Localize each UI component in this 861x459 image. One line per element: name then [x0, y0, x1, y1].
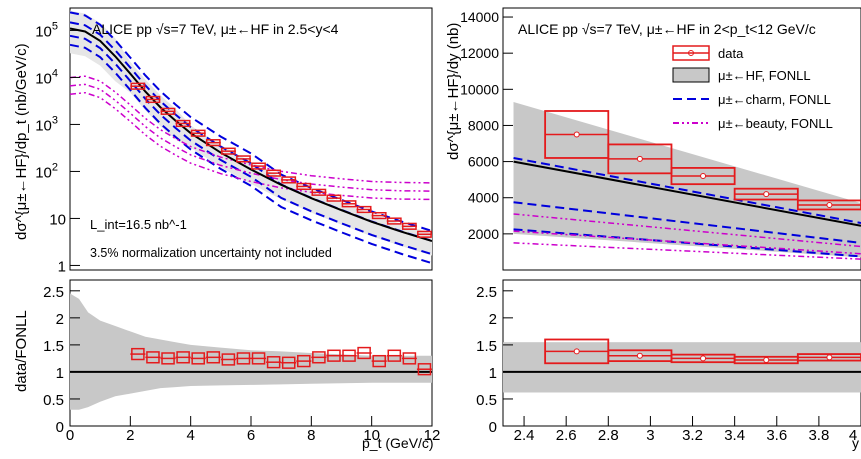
xtick-label: 3.4 — [724, 427, 745, 444]
normalization-note: 3.5% normalization uncertainty not inclu… — [90, 246, 332, 260]
xtick-label: 3.8 — [808, 427, 829, 444]
right-top-title: ALICE pp √s=7 TeV, μ±←HF in 2<p_t<12 GeV… — [518, 21, 816, 37]
legend-data-symbol — [673, 46, 709, 60]
xtick-label: 0 — [66, 427, 74, 444]
ytick-label: 4000 — [468, 190, 499, 206]
data-point — [574, 132, 579, 137]
ytick-label: 1 — [58, 258, 66, 275]
xtick-label: 8 — [307, 427, 315, 444]
left-top-panel: 1 10 102 103 104 105 ALICE pp √s=7 TeV, μ±←HF… — [13, 8, 432, 275]
ytick-label: 1 — [489, 365, 497, 382]
legend-beauty-label: μ±←beauty, FONLL — [718, 116, 833, 131]
ytick-label: 14000 — [460, 9, 499, 25]
xtick-label: 2 — [126, 427, 134, 444]
ytick-label: 0 — [56, 419, 64, 436]
ratio-data-point — [637, 353, 642, 358]
legend-data-label: data — [718, 46, 744, 61]
ytick-label: 1.5 — [476, 338, 497, 355]
data-point — [764, 192, 769, 197]
ytick-label: 102 — [35, 161, 58, 181]
left-xlabel: p_t (GeV/c) — [362, 435, 434, 451]
ytick-label: 6000 — [468, 154, 499, 170]
ytick-label: 10 — [49, 211, 66, 228]
ratio-band-area — [70, 294, 432, 410]
left-top-yticks: 1 10 102 103 104 105 — [35, 20, 80, 275]
ytick-label: 105 — [35, 20, 58, 40]
ytick-label: 1.5 — [43, 338, 64, 355]
ytick-label: 10000 — [460, 81, 499, 97]
right-bottom-band — [503, 342, 861, 392]
ratio-data-point — [764, 358, 769, 363]
ytick-label: 0 — [489, 419, 497, 436]
xtick-label: 4 — [186, 427, 194, 444]
xtick-label: 2.4 — [514, 427, 535, 444]
ytick-label: 2.5 — [476, 284, 497, 301]
ratio-band-area — [503, 342, 861, 392]
ytick-label: 2 — [489, 311, 497, 328]
xtick-label: 3.2 — [682, 427, 703, 444]
ytick-label: 12000 — [460, 45, 499, 61]
xtick-label: 2.6 — [556, 427, 577, 444]
left-top-data — [130, 83, 432, 237]
data-point — [701, 174, 706, 179]
left-top-ylabel: dσ^{μ±←HF}/dp_t (nb/GeV/c) — [13, 43, 30, 240]
xtick-label: 3.6 — [766, 427, 787, 444]
legend: data μ±←HF, FONLL μ±←charm, FONLL μ±←bea… — [673, 46, 833, 131]
ratio-data-point — [574, 349, 579, 354]
ytick-label: 2.5 — [43, 284, 64, 301]
right-xlabel: y — [852, 435, 859, 451]
right-top-ylabel: dσ^{μ±←HF}/dy (nb) — [445, 23, 462, 160]
ytick-label: 104 — [35, 67, 58, 87]
ratio-data-point — [827, 355, 832, 360]
xtick-label: 3 — [646, 427, 654, 444]
ytick-label: 0.5 — [43, 392, 64, 409]
xtick-label: 6 — [247, 427, 255, 444]
ytick-label: 0.5 — [476, 392, 497, 409]
ytick-label: 1 — [56, 365, 64, 382]
ytick-label: 2000 — [468, 226, 499, 242]
ytick-label: 8000 — [468, 117, 499, 133]
ytick-label: 103 — [35, 114, 58, 134]
legend-fonll-swatch — [673, 68, 709, 82]
xtick-label: 2.8 — [598, 427, 619, 444]
charm-curve-charm-upper — [70, 12, 432, 231]
legend-charm-label: μ±←charm, FONLL — [718, 92, 831, 107]
right-top-yticks: 2000 4000 6000 8000 10000 12000 14000 — [460, 9, 513, 242]
left-bottom-ylabel: data/FONLL — [13, 310, 30, 392]
luminosity-label: L_int=16.5 nb^-1 — [90, 217, 187, 232]
left-bottom-band — [70, 294, 432, 410]
ratio-data-point — [701, 356, 706, 361]
data-point — [637, 156, 642, 161]
ytick-label: 2 — [56, 311, 64, 328]
legend-fonll-label: μ±←HF, FONLL — [718, 68, 811, 83]
data-point — [827, 202, 832, 207]
right-top-panel: 2000 4000 6000 8000 10000 12000 14000 ALICE pp… — [445, 8, 861, 270]
left-top-title: ALICE pp √s=7 TeV, μ±←HF in 2.5<y<4 — [92, 21, 339, 37]
